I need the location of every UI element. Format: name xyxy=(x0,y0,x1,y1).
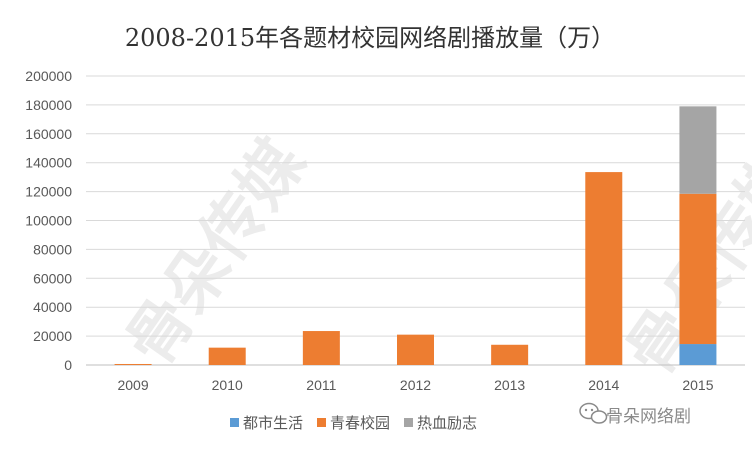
y-axis-tick-labels: 0 20000 40000 60000 80000 100000 120000 140000 1… xyxy=(25,68,72,373)
bar-segment xyxy=(114,363,152,365)
bar-segment xyxy=(679,193,717,345)
x-tick-label: 2013 xyxy=(494,377,525,393)
bar-segment xyxy=(208,347,246,365)
legend-label: 青春校园 xyxy=(330,414,390,432)
y-tick-label: 180000 xyxy=(25,97,72,113)
legend: 都市生活 青春校园 热血励志 xyxy=(230,414,477,432)
bar-segment xyxy=(302,331,340,365)
x-tick-label: 2012 xyxy=(400,377,431,393)
x-axis-tick-labels: 2009 2010 2011 2012 2013 2014 2015 xyxy=(117,377,713,393)
x-tick-label: 2010 xyxy=(212,377,243,393)
bar-segment xyxy=(397,334,434,365)
y-tick-label: 20000 xyxy=(33,328,72,344)
y-tick-label: 0 xyxy=(64,357,72,373)
bar-segment xyxy=(679,344,717,365)
gridlines xyxy=(86,75,745,366)
chart-title: 2008-2015年各题材校园网络剧播放量（万） xyxy=(125,24,615,52)
bar-segment xyxy=(585,172,623,365)
bar-segment xyxy=(679,106,717,194)
x-tick-label: 2011 xyxy=(306,377,336,393)
y-tick-label: 40000 xyxy=(33,299,72,315)
wechat-icon xyxy=(579,402,608,424)
y-tick-label: 200000 xyxy=(25,68,72,84)
x-tick-label: 2015 xyxy=(682,377,713,393)
brand-badge: 骨朵网络剧 xyxy=(579,402,691,427)
y-tick-label: 120000 xyxy=(25,184,72,200)
x-tick-label: 2009 xyxy=(117,377,148,393)
legend-swatch xyxy=(317,418,326,427)
legend-label: 都市生活 xyxy=(243,414,303,432)
legend-swatch xyxy=(230,418,239,427)
y-tick-label: 140000 xyxy=(25,155,72,171)
y-tick-label: 100000 xyxy=(25,213,72,229)
legend-swatch xyxy=(404,418,413,427)
brand-label: 骨朵网络剧 xyxy=(606,407,691,427)
bar-segment xyxy=(491,344,529,365)
y-tick-label: 160000 xyxy=(25,126,72,142)
y-tick-label: 60000 xyxy=(33,270,72,286)
x-tick-label: 2014 xyxy=(588,377,619,393)
bars xyxy=(114,106,717,365)
y-tick-label: 80000 xyxy=(33,241,72,257)
legend-label: 热血励志 xyxy=(417,414,477,432)
watermark-text-left: 骨朵传媒 xyxy=(112,126,320,379)
